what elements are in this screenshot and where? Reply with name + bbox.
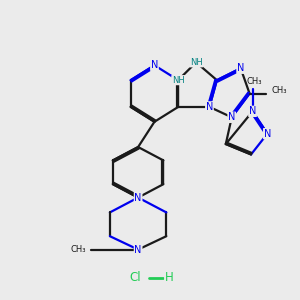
Text: N: N [237,63,244,73]
Text: H: H [165,271,174,284]
Text: NH: NH [172,76,184,85]
Text: N: N [228,112,236,122]
Text: N: N [134,193,142,202]
Text: N: N [249,106,256,116]
Text: N: N [264,129,271,139]
Text: Cl: Cl [129,271,141,284]
Text: N: N [134,244,142,255]
Text: CH₃: CH₃ [271,86,287,95]
Text: CH₃: CH₃ [246,77,262,86]
Text: CH₃: CH₃ [70,245,86,254]
Text: NH: NH [190,58,202,67]
Text: N: N [151,60,158,70]
Text: N: N [206,102,213,112]
